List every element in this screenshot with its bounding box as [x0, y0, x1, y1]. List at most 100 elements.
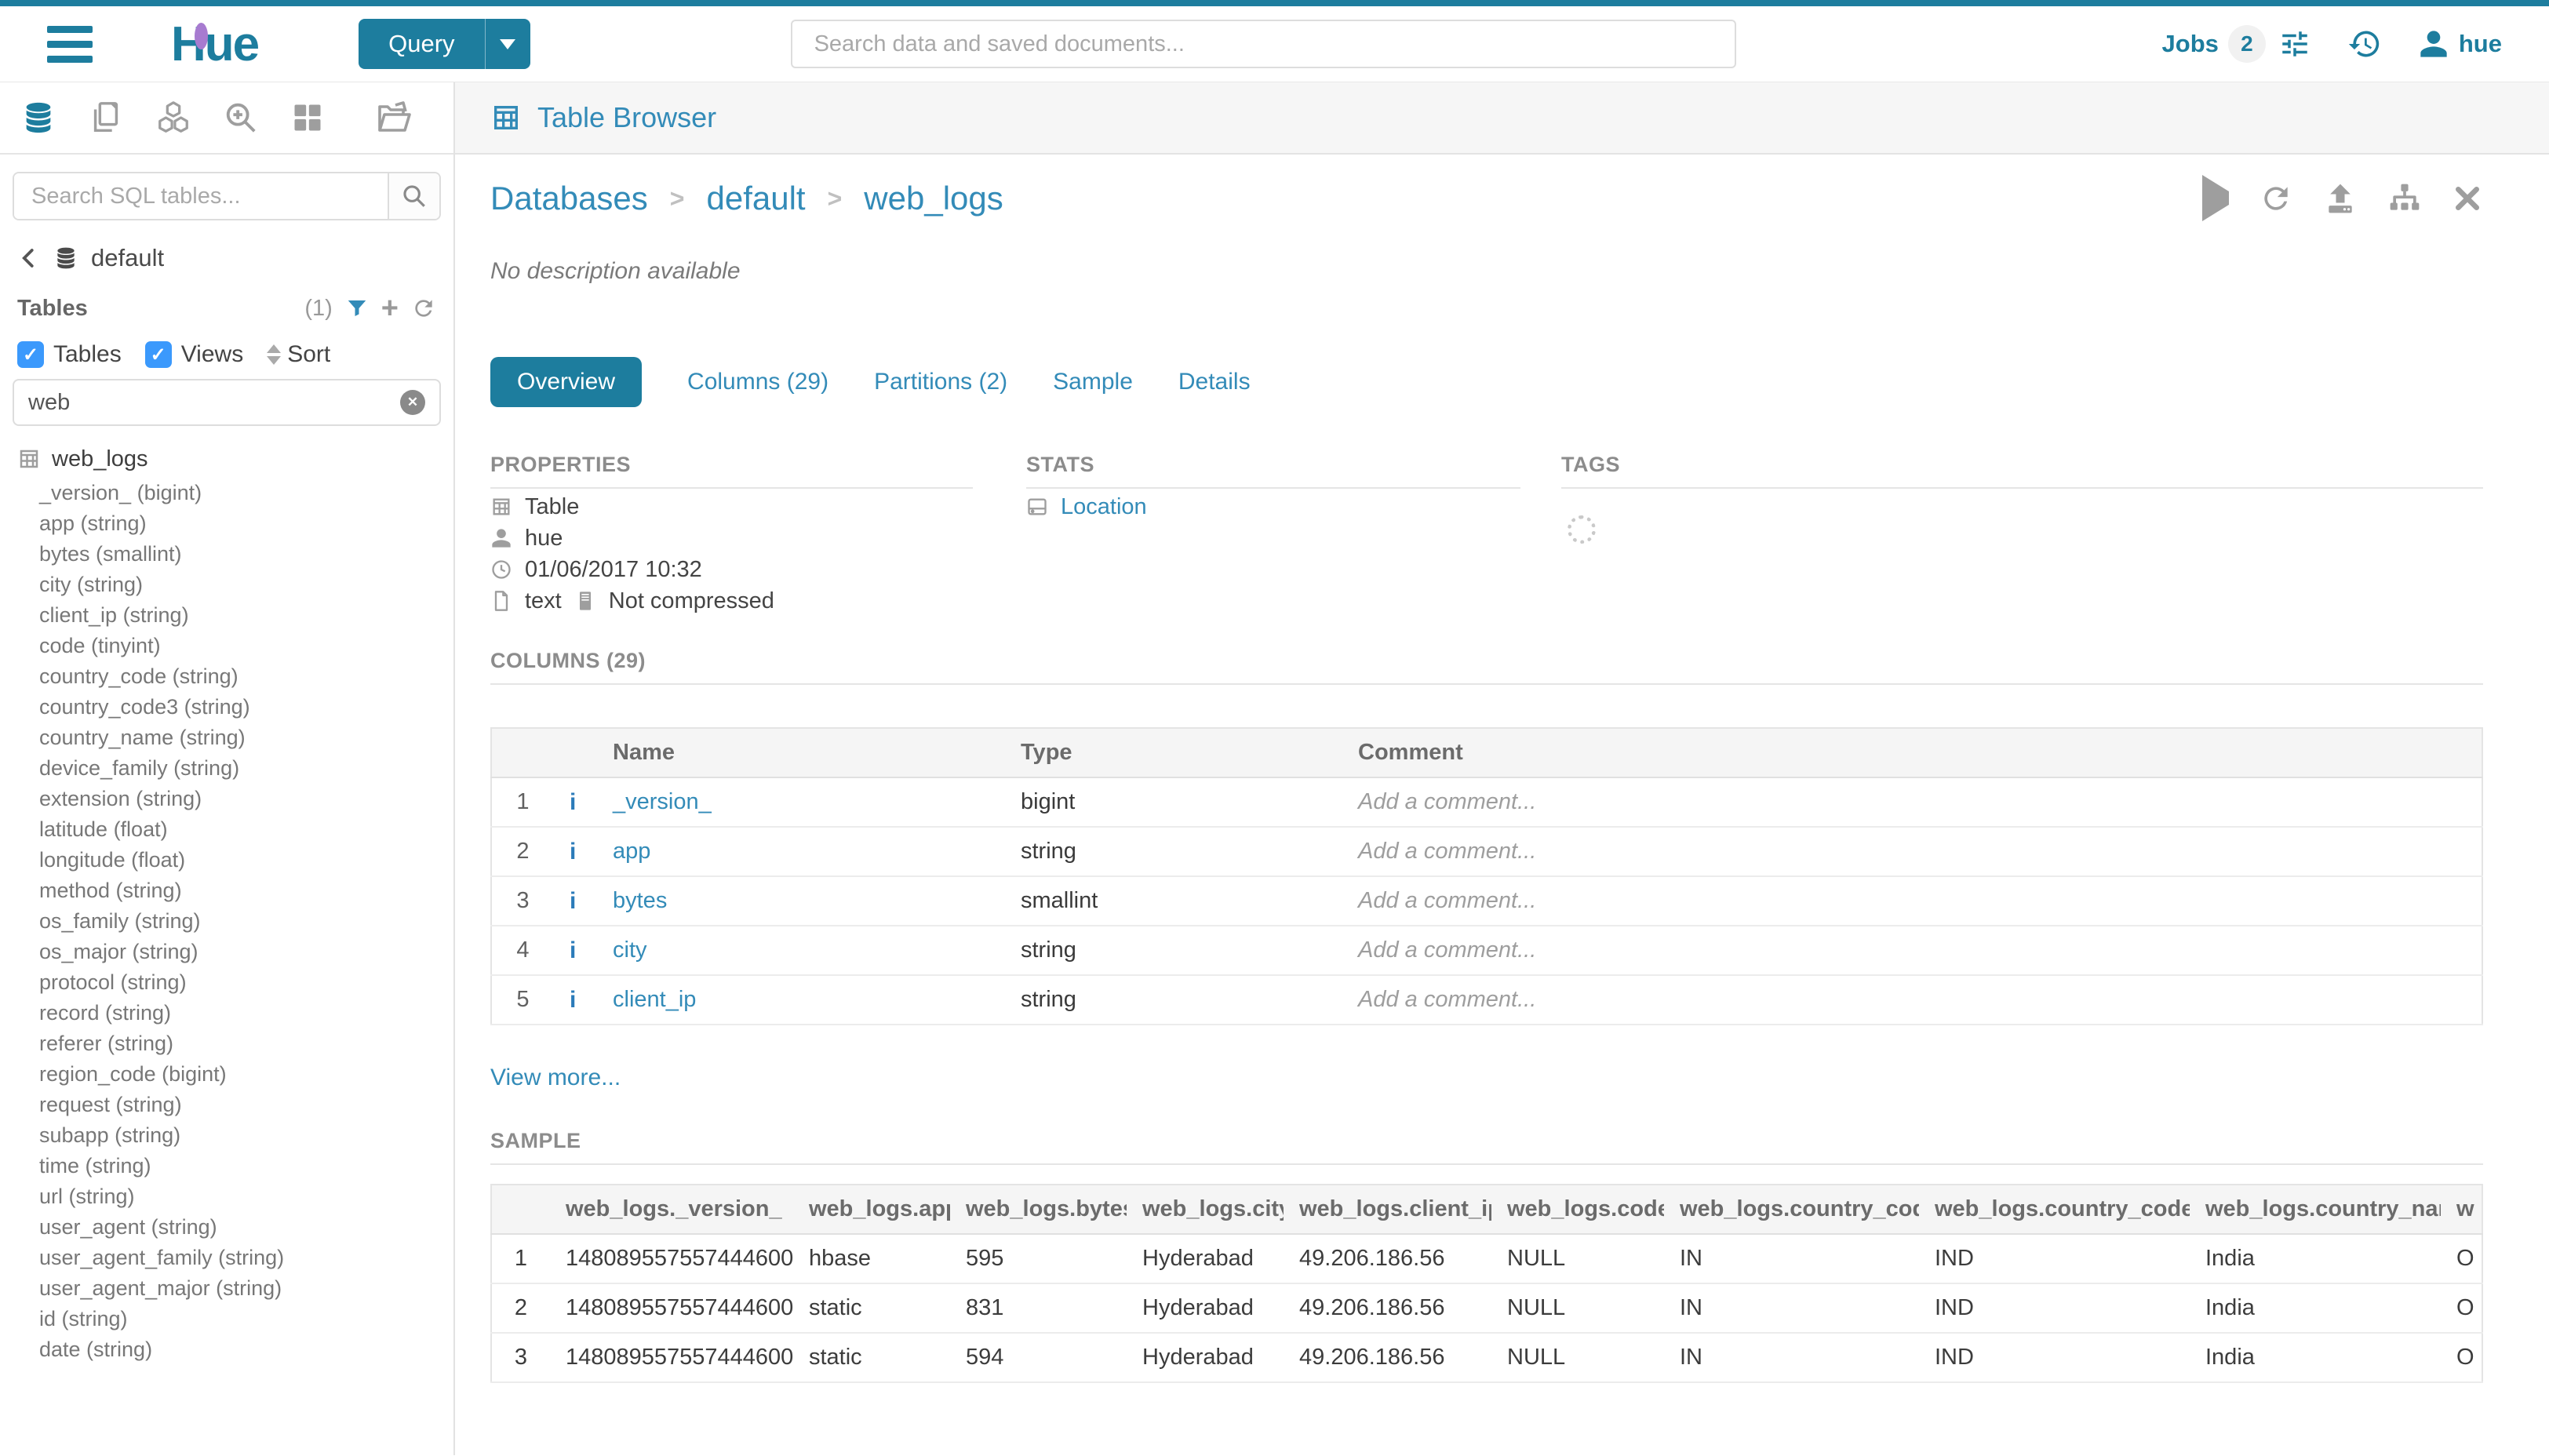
column-name-link[interactable]: _version_ [613, 789, 712, 814]
sidebar-column-item[interactable]: longitude (float) [39, 848, 186, 872]
sample-header-cell: web_logs.country_code [1664, 1185, 1919, 1235]
filter-funnel-icon[interactable] [345, 297, 369, 320]
sidebar-column-item[interactable]: client_ip (string) [39, 603, 189, 627]
sidebar-column-item[interactable]: time (string) [39, 1154, 151, 1178]
sidebar-column-item[interactable]: code (tinyint) [39, 634, 161, 657]
sidebar-column-item[interactable]: referer (string) [39, 1032, 174, 1055]
sidebar-column-item[interactable]: _version_ (bigint) [39, 481, 202, 504]
sidebar-column-item[interactable]: bytes (smallint) [39, 542, 182, 566]
sidebar-column-item[interactable]: os_major (string) [39, 940, 198, 963]
tab[interactable]: Columns (29) [687, 369, 829, 395]
search-icon[interactable] [388, 173, 439, 219]
breadcrumb-database-default[interactable]: default [706, 180, 806, 217]
sidebar-column-item[interactable]: record (string) [39, 1001, 172, 1025]
column-comment-cell[interactable]: Add a comment... [1358, 789, 1537, 814]
run-query-icon[interactable] [2202, 175, 2229, 221]
sidebar-column-item[interactable]: latitude (float) [39, 817, 168, 841]
add-plus-icon[interactable]: + [381, 292, 399, 325]
back-chevron-icon[interactable] [17, 246, 41, 270]
tab[interactable]: Details [1178, 369, 1251, 395]
breadcrumb-databases[interactable]: Databases [490, 180, 648, 217]
sidebar-column-item[interactable]: date (string) [39, 1338, 153, 1361]
column-comment-cell[interactable]: Add a comment... [1358, 888, 1537, 913]
column-comment-cell[interactable]: Add a comment... [1358, 839, 1537, 864]
tab[interactable]: Overview [490, 357, 643, 407]
sidebar-column-item[interactable]: user_agent (string) [39, 1215, 217, 1239]
sidebar-column-item[interactable]: method (string) [39, 879, 182, 902]
sidebar-column-item[interactable]: device_family (string) [39, 756, 240, 780]
zoom-in-icon[interactable] [223, 100, 259, 136]
location-link[interactable]: Location [1061, 494, 1147, 519]
column-name-link[interactable]: app [613, 839, 651, 864]
sidebar-column-item[interactable]: user_agent_major (string) [39, 1276, 282, 1300]
sample-row-number: 1 [514, 1246, 528, 1271]
table-filter-input[interactable] [28, 389, 400, 416]
property-owner: hue [525, 526, 563, 551]
user-icon [2420, 31, 2447, 57]
sidebar-column-item[interactable]: url (string) [39, 1185, 135, 1208]
sidebar-column-item[interactable]: subapp (string) [39, 1123, 181, 1147]
sidebar-column-item[interactable]: os_family (string) [39, 909, 201, 933]
column-comment-cell[interactable]: Add a comment... [1358, 937, 1537, 963]
column-name-link[interactable]: city [613, 937, 647, 963]
documents-assist-icon[interactable] [88, 100, 124, 136]
sql-database-assist-icon[interactable] [20, 100, 56, 136]
table-item-web-logs[interactable]: web_logs [17, 445, 441, 473]
sidebar-column-item[interactable]: city (string) [39, 573, 144, 596]
upload-icon[interactable] [2323, 181, 2358, 216]
column-name-link[interactable]: bytes [613, 888, 668, 913]
hdfs-cubes-icon[interactable] [155, 100, 191, 136]
column-name-link[interactable]: client_ip [613, 987, 697, 1012]
sidebar-column-item[interactable]: app (string) [39, 511, 147, 535]
info-icon[interactable] [570, 789, 576, 815]
tables-checkbox[interactable] [17, 341, 44, 368]
info-icon[interactable] [570, 937, 576, 963]
sample-section-title: SAMPLE [490, 1129, 581, 1152]
tab[interactable]: Partitions (2) [874, 369, 1008, 395]
tables-header-row: Tables (1) + [13, 292, 441, 325]
top-navbar: Hue Query Jobs 2 hue [0, 6, 2549, 82]
breadcrumb-table-web-logs[interactable]: web_logs [864, 180, 1003, 217]
close-icon[interactable] [2452, 183, 2483, 214]
sidebar-column-item[interactable]: country_name (string) [39, 726, 246, 749]
global-search-input[interactable] [790, 20, 1736, 68]
sidebar-column-item[interactable]: user_agent_family (string) [39, 1246, 285, 1269]
column-row-number: 4 [516, 937, 530, 963]
user-menu[interactable]: hue [2418, 28, 2502, 60]
tab[interactable]: Sample [1053, 369, 1133, 395]
properties-section: PROPERTIES Table hue 01/06/2017 10:32 [490, 453, 973, 614]
sidebar-column-item[interactable]: request (string) [39, 1093, 182, 1116]
query-button[interactable]: Query [359, 19, 530, 69]
sample-header-cell: web_logs.country_name [2190, 1185, 2441, 1235]
refresh-table-icon[interactable] [2259, 181, 2293, 216]
sidebar-column-item[interactable]: country_code3 (string) [39, 695, 250, 719]
jobs-link[interactable]: Jobs 2 [2162, 25, 2311, 63]
view-more-link[interactable]: View more... [490, 1065, 621, 1090]
info-icon[interactable] [570, 839, 576, 864]
sort-icon[interactable] [267, 344, 282, 365]
info-icon[interactable] [570, 987, 576, 1013]
sql-tables-search-input[interactable] [14, 173, 388, 219]
sidebar-column-item[interactable]: region_code (bigint) [39, 1062, 227, 1086]
settings-sliders-icon[interactable] [2278, 27, 2311, 60]
refresh-icon[interactable] [411, 296, 436, 321]
folder-documents-icon[interactable] [375, 99, 413, 136]
clear-filter-icon[interactable] [400, 390, 425, 415]
sidebar-column-item[interactable]: country_code (string) [39, 664, 239, 688]
views-checkbox-label: Views [180, 341, 244, 367]
columns-table: Name Type Comment 1 _version_ bigint Add… [490, 727, 2483, 1025]
sidebar-column-item[interactable]: protocol (string) [39, 970, 187, 994]
info-icon[interactable] [570, 888, 576, 914]
hamburger-menu-icon[interactable] [47, 25, 93, 63]
database-link[interactable]: default [91, 244, 165, 271]
history-icon[interactable] [2347, 27, 2382, 61]
apps-grid-icon[interactable] [290, 100, 325, 135]
sidebar-column-item[interactable]: id (string) [39, 1307, 128, 1330]
views-checkbox[interactable] [144, 341, 172, 368]
query-dropdown-caret-icon[interactable] [484, 19, 530, 69]
sitemap-icon[interactable] [2387, 181, 2422, 216]
hue-logo[interactable]: Hue [171, 16, 260, 72]
column-comment-cell[interactable]: Add a comment... [1358, 987, 1537, 1012]
sidebar-column-item[interactable]: extension (string) [39, 787, 202, 810]
navbar-right-cluster: Jobs 2 hue [2162, 25, 2502, 63]
